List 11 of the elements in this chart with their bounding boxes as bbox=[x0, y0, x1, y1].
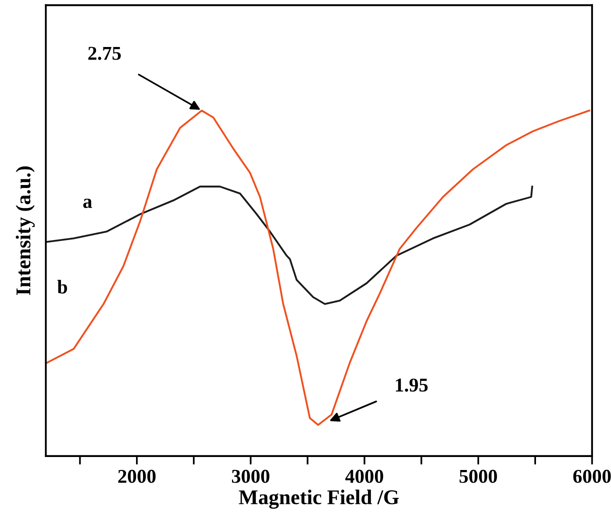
x-tick-label: 2000 bbox=[118, 470, 156, 483]
x-tick-label: 5000 bbox=[460, 470, 497, 483]
series-label: b bbox=[57, 280, 68, 294]
annotation: 2.75 bbox=[88, 46, 121, 60]
x-tick-label: 3000 bbox=[232, 470, 270, 483]
x-tick-label: 4000 bbox=[345, 470, 384, 483]
y-axis-title: Intensity (a.u.) bbox=[16, 166, 35, 296]
x-axis-title: Magnetic Field /G bbox=[238, 490, 399, 509]
series-label: a bbox=[83, 198, 92, 208]
annotation: 1.95 bbox=[396, 378, 428, 392]
x-tick-label: 6000 bbox=[573, 470, 611, 483]
